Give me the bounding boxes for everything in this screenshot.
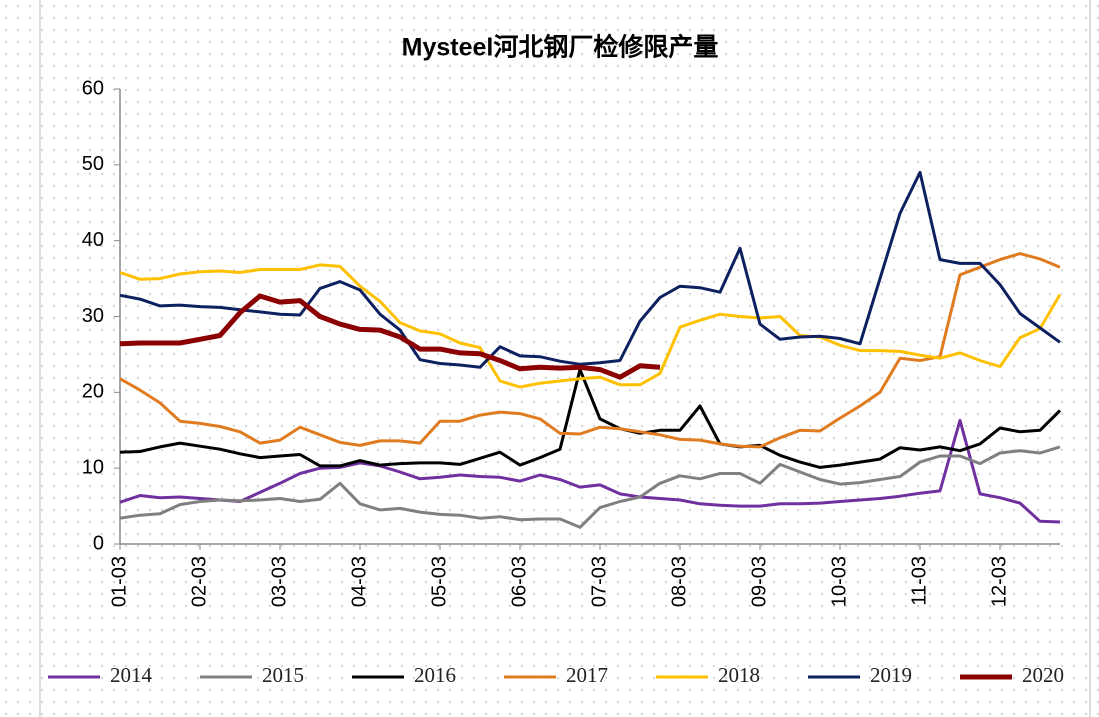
x-tick-label: 10-03 (828, 556, 850, 607)
x-tick-label: 09-03 (748, 556, 770, 607)
y-tick-label: 60 (82, 77, 104, 99)
x-tick-label: 12-03 (988, 556, 1010, 607)
x-tick-label: 03-03 (268, 556, 290, 607)
y-tick-label: 0 (93, 532, 104, 554)
legend-label: 2020 (1022, 663, 1064, 687)
y-tick-label: 40 (82, 229, 104, 251)
y-tick-label: 20 (82, 381, 104, 403)
x-tick-label: 05-03 (428, 556, 450, 607)
chart-title: Mysteel河北钢厂检修限产量 (402, 33, 719, 62)
series-line (119, 252, 1061, 449)
legend-label: 2019 (870, 663, 912, 687)
x-tick-label: 02-03 (188, 556, 210, 607)
y-tick-label: 50 (82, 153, 104, 175)
legend-label: 2014 (110, 663, 153, 687)
x-tick-label: 06-03 (508, 556, 530, 607)
legend-label: 2016 (414, 663, 456, 687)
x-tick-label: 08-03 (668, 556, 690, 607)
series-line (119, 368, 1062, 469)
legend-label: 2015 (262, 663, 304, 687)
legend-label: 2017 (566, 663, 608, 687)
series-line (119, 263, 1062, 389)
series-line (119, 445, 1061, 529)
y-tick-label: 10 (82, 456, 104, 478)
x-tick-label: 04-03 (348, 556, 370, 607)
series-line (119, 293, 661, 380)
x-tick-label: 07-03 (588, 556, 610, 607)
series-line (119, 418, 1061, 524)
x-tick-label: 01-03 (108, 556, 130, 607)
x-tick-label: 11-03 (908, 556, 930, 606)
legend-label: 2018 (718, 663, 760, 687)
series-line (119, 170, 1061, 369)
y-tick-label: 30 (82, 305, 104, 327)
